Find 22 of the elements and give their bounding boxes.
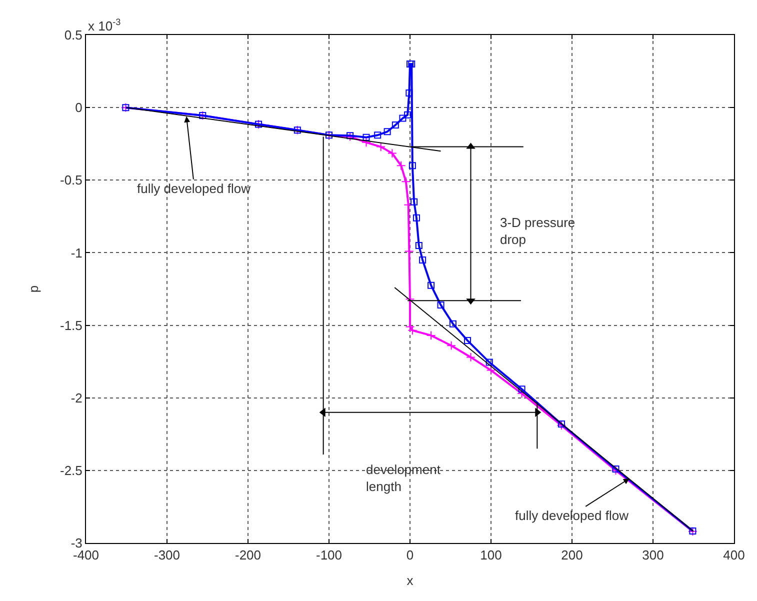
x-tick-label: 0 bbox=[406, 548, 414, 563]
y-axis-title: p bbox=[26, 285, 41, 293]
y-tick-label: -1.5 bbox=[60, 318, 82, 333]
x-tick-label: 200 bbox=[561, 548, 583, 563]
annotation: development length bbox=[366, 462, 441, 494]
x-tick-label: 400 bbox=[723, 548, 745, 563]
y-tick-label: -2.5 bbox=[60, 462, 82, 478]
y-tick-label: 0.5 bbox=[64, 28, 82, 43]
x-axis-title: x bbox=[406, 573, 414, 588]
x-tick-label: 100 bbox=[480, 548, 502, 563]
x-tick-label: 300 bbox=[642, 548, 664, 563]
x-tick-label: -100 bbox=[316, 548, 342, 563]
x-tick-label: -200 bbox=[234, 548, 262, 563]
y-tick-label: -1 bbox=[70, 245, 82, 260]
annotation: fully developed flow bbox=[515, 508, 630, 523]
annotation: fully developed flow bbox=[137, 181, 252, 196]
y-tick-label: -0.5 bbox=[60, 172, 82, 188]
y-tick-label: 0 bbox=[75, 100, 82, 116]
text: x 10$^{-3}$ bbox=[88, 17, 121, 34]
annotation: 3-D pressure drop bbox=[500, 215, 576, 247]
x-tick-label: -300 bbox=[154, 548, 180, 563]
y-tick-label: -2 bbox=[70, 390, 82, 406]
